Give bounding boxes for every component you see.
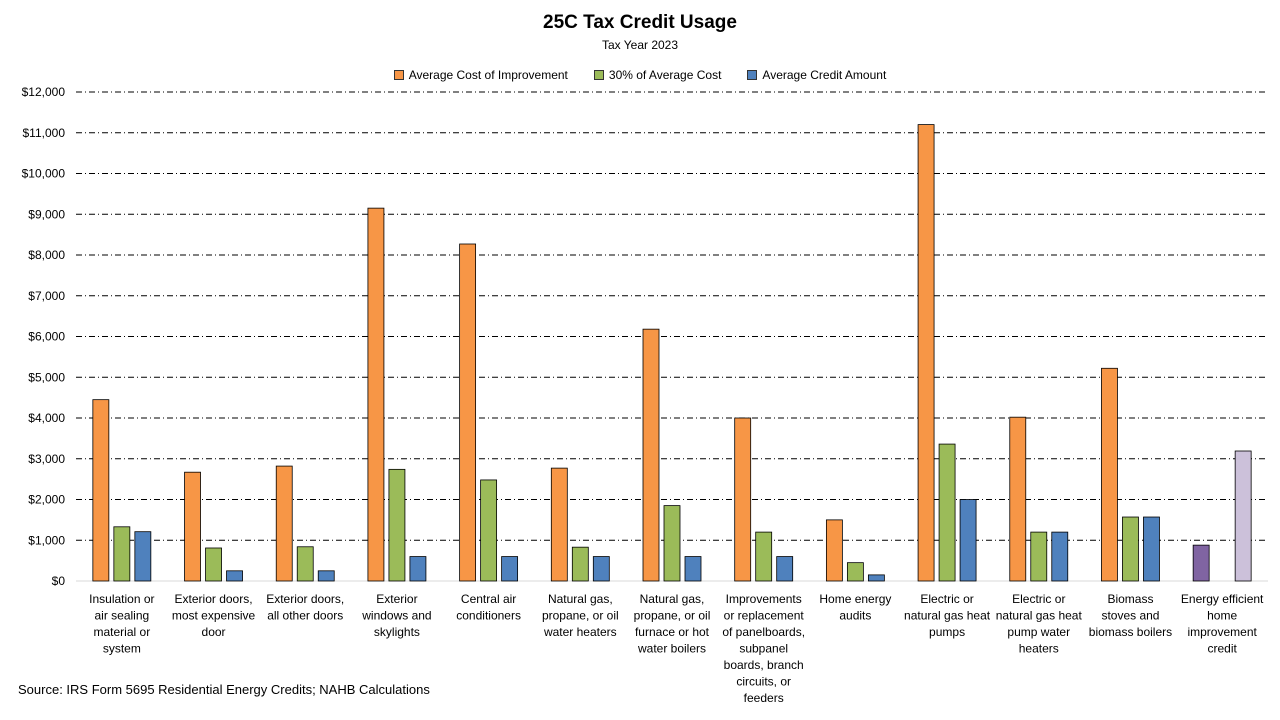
bar <box>296 546 314 582</box>
bar <box>92 399 110 582</box>
bar <box>1101 367 1118 582</box>
x-category-label: Improvements or replacement of panelboards… <box>722 592 805 705</box>
x-category-label: Exterior doors, most expensive door <box>172 592 256 639</box>
y-tick-label: $10,000 <box>22 167 66 181</box>
bar <box>1030 531 1048 582</box>
bar <box>388 468 406 582</box>
legend: Average Cost of Improvement 30% of Avera… <box>0 68 1280 82</box>
bar <box>1122 516 1139 582</box>
y-tick-label: $5,000 <box>28 370 65 384</box>
bar <box>409 556 427 582</box>
y-tick-label: $1,000 <box>28 533 65 547</box>
bar <box>938 443 956 582</box>
bar <box>867 574 885 582</box>
bar <box>1009 416 1027 582</box>
bar <box>367 207 385 582</box>
bar <box>776 556 794 582</box>
bar <box>592 556 610 582</box>
legend-label-credit: Average Credit Amount <box>762 68 887 82</box>
bar <box>275 465 293 582</box>
bar <box>755 531 773 582</box>
y-tick-label: $12,000 <box>22 85 66 99</box>
bar <box>1051 531 1069 582</box>
y-tick-label: $6,000 <box>28 330 65 344</box>
bar <box>1192 544 1210 582</box>
x-category-label: Energy efficient home improvement credit <box>1181 592 1264 656</box>
x-category-label: Insulation or air sealing material or syste… <box>89 592 154 656</box>
y-tick-label: $8,000 <box>28 248 65 262</box>
bar <box>684 556 702 582</box>
legend-swatch-credit <box>747 70 758 80</box>
y-tick-label: $9,000 <box>28 207 65 221</box>
bar <box>663 505 681 582</box>
bar <box>113 526 131 582</box>
x-category-label: Home energy audits <box>819 592 891 623</box>
bar <box>571 546 589 582</box>
x-category-label: Electric or natural gas heat pumps <box>904 592 991 639</box>
y-tick-label: $2,000 <box>28 493 65 507</box>
x-category-label: Biomass stoves and biomass boilers <box>1089 592 1172 639</box>
x-category-label: Natural gas, propane, or oil furnace or ho… <box>634 592 711 656</box>
bar <box>480 479 498 582</box>
x-category-label: Natural gas, propane, or oil water heaters <box>542 592 619 639</box>
legend-swatch-thirty-percent <box>593 70 604 80</box>
y-tick-label: $3,000 <box>28 452 65 466</box>
bar <box>846 562 864 582</box>
bar <box>550 467 568 582</box>
legend-label-cost: Average Cost of Improvement <box>408 68 568 82</box>
legend-swatch-cost <box>393 70 404 80</box>
y-tick-label: $0 <box>52 574 66 588</box>
bar <box>459 243 477 582</box>
bar <box>205 547 222 582</box>
bar <box>825 519 843 582</box>
chart-title: 25C Tax Credit Usage <box>543 12 737 33</box>
y-tick-label: $4,000 <box>28 411 65 425</box>
legend-item-credit: Average Credit Amount <box>747 68 886 82</box>
chart-subtitle: Tax Year 2023 <box>601 38 679 52</box>
bar <box>501 556 519 582</box>
y-tick-label: $11,000 <box>23 126 66 140</box>
y-tick-label: $7,000 <box>28 289 65 303</box>
bar <box>917 124 935 582</box>
bar <box>734 417 752 582</box>
x-category-label: Electric or natural gas heat pump water hea… <box>996 592 1083 656</box>
source-note: Source: IRS Form 5695 Residential Energy… <box>18 682 430 697</box>
legend-item-thirty-percent: 30% of Average Cost <box>593 68 722 82</box>
bar <box>184 471 201 582</box>
x-category-label: Exterior windows and skylights <box>361 592 431 639</box>
x-category-label: Central air conditioners <box>456 592 521 623</box>
bar <box>642 328 660 582</box>
x-category-label: Exterior doors, all other doors <box>266 592 344 623</box>
bar <box>959 499 977 582</box>
bar <box>226 570 243 582</box>
bar <box>317 570 335 582</box>
legend-item-cost: Average Cost of Improvement <box>393 68 568 82</box>
bar <box>1234 450 1252 582</box>
bar <box>134 531 152 582</box>
legend-label-thirty-percent: 30% of Average Cost <box>608 68 722 82</box>
bar <box>1143 516 1160 582</box>
